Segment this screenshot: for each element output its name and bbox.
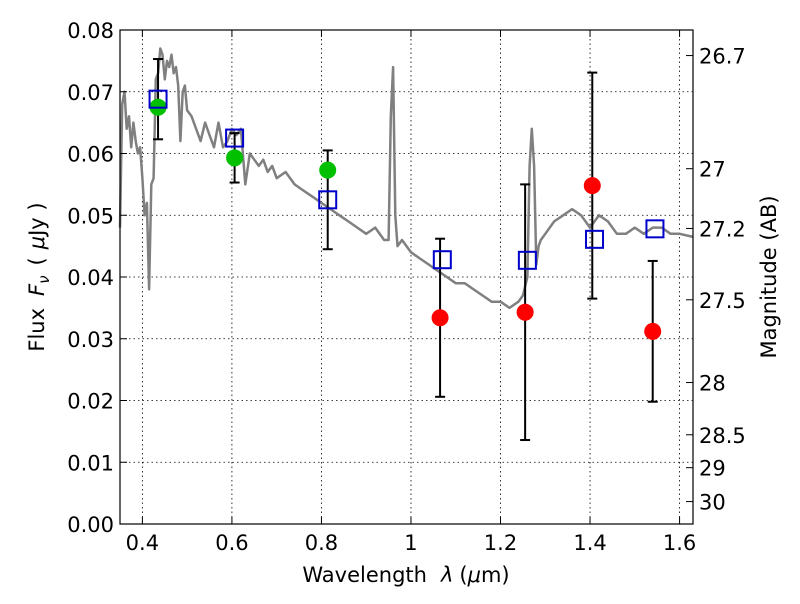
marker-layer <box>148 89 665 340</box>
y2-tick-label: 26.7 <box>699 45 746 69</box>
data-point-square <box>585 229 605 249</box>
x-tick-label: 1 <box>404 531 417 555</box>
y2-tick-label: 27.2 <box>699 217 746 241</box>
x-tick-label: 0.6 <box>215 531 248 555</box>
x-axis-title: Wavelength λ (μm) <box>302 563 509 587</box>
spectrum-layer <box>118 47 694 310</box>
data-point-square <box>148 89 168 109</box>
x-tick-label: 1.6 <box>663 531 696 555</box>
x-tick-label: 1.4 <box>573 531 606 555</box>
data-point-square <box>318 190 338 210</box>
data-point-circle <box>583 177 601 195</box>
y2-tick-label: 28.5 <box>699 424 746 448</box>
y2-tick-label: 29 <box>699 457 726 481</box>
data-point-square <box>645 219 665 239</box>
y2-ticks: 26.7 27 27.2 27.5 28 28.5 29 30 <box>686 45 746 515</box>
y-tick-label: 0.07 <box>67 81 114 105</box>
y2-tick-label: 30 <box>699 491 726 515</box>
grid-layer <box>120 30 693 524</box>
y-tick-label: 0.06 <box>67 143 114 167</box>
y-axis-title: FluxFν(μJy ) <box>25 202 53 351</box>
y-tick-label: 0.03 <box>67 328 114 352</box>
y-tick-label: 0.01 <box>67 451 114 475</box>
spectrum-line <box>118 47 694 310</box>
data-point-circle <box>644 322 662 340</box>
x-tick-label: 1.2 <box>484 531 517 555</box>
y-tick-label: 0.08 <box>67 19 114 43</box>
y2-tick-label: 28 <box>699 372 726 396</box>
data-point-square <box>225 128 245 148</box>
data-point-square <box>432 250 452 270</box>
data-point-square <box>517 250 537 270</box>
x-tick-label: 0.4 <box>126 531 159 555</box>
x-tick-label: 0.8 <box>305 531 338 555</box>
y-tick-label: 0.02 <box>67 390 114 414</box>
y2-axis-title: Magnitude (AB) <box>757 195 781 358</box>
data-point-circle <box>431 309 449 327</box>
data-point-circle <box>319 161 337 179</box>
y-tick-label: 0.04 <box>67 266 114 290</box>
y2-tick-label: 27 <box>699 158 726 182</box>
y-ticks: 0.00 0.01 0.02 0.03 0.04 0.05 0.06 0.07 0.08 <box>67 19 127 537</box>
y-tick-label: 0.05 <box>67 204 114 228</box>
x-ticks: 0.4 0.6 0.8 1 1.2 1.4 1.6 <box>126 30 696 555</box>
y2-tick-label: 27.5 <box>699 289 746 313</box>
data-point-circle <box>226 149 244 167</box>
y-tick-label: 0.00 <box>67 513 114 537</box>
errorbar-layer <box>153 58 658 442</box>
data-point-circle <box>516 303 534 321</box>
